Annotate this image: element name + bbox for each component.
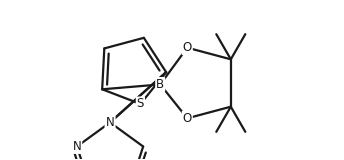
Text: B: B — [156, 78, 164, 91]
Text: O: O — [183, 112, 192, 125]
Text: N: N — [106, 116, 115, 129]
Text: S: S — [137, 97, 144, 110]
Text: N: N — [106, 116, 115, 129]
Text: N: N — [73, 140, 81, 153]
Text: O: O — [183, 41, 192, 54]
